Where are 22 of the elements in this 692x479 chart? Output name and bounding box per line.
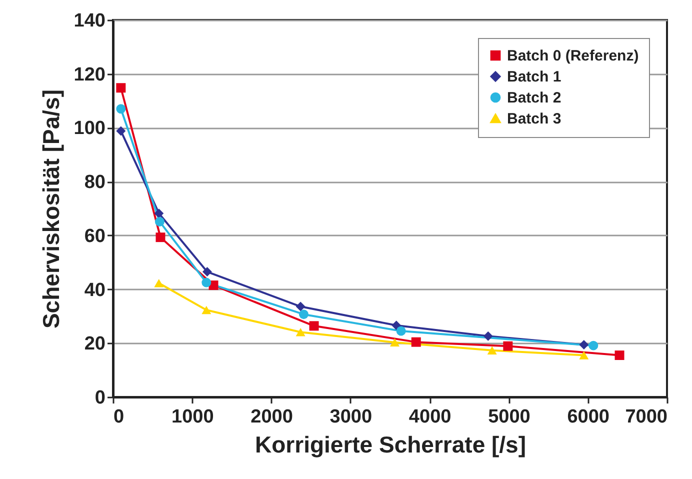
y-tick-label: 0 xyxy=(94,388,106,408)
legend-label: Batch 0 (Referenz) xyxy=(507,48,639,64)
x-tick-label: 7000 xyxy=(625,406,668,428)
x-tick-label: 5000 xyxy=(488,406,530,428)
y-tick-label: 120 xyxy=(74,64,106,86)
legend-label: Batch 1 xyxy=(507,68,562,86)
x-axis-title: Korrigierte Scherrate [/s] xyxy=(255,432,526,458)
y-tick-label: 80 xyxy=(84,172,106,194)
legend-label: Batch 3 xyxy=(507,110,562,128)
x-tick-label: 6000 xyxy=(567,406,610,428)
x-tick-label: 1000 xyxy=(172,406,214,428)
y-axis-title: Scherviskosität [Pa/s] xyxy=(38,89,64,329)
x-tick-label: 2000 xyxy=(250,406,293,428)
x-tick-label: 0 xyxy=(114,406,124,428)
y-tick-label: 100 xyxy=(74,118,106,140)
x-tick-label: 3000 xyxy=(330,406,372,428)
y-tick-label: 60 xyxy=(84,226,106,247)
x-tick-label: 4000 xyxy=(408,406,452,428)
legend-label: Batch 2 xyxy=(507,90,562,106)
y-tick-label: 20 xyxy=(84,334,106,355)
y-tick-label: 140 xyxy=(74,10,106,32)
y-tick-label: 40 xyxy=(84,280,106,301)
